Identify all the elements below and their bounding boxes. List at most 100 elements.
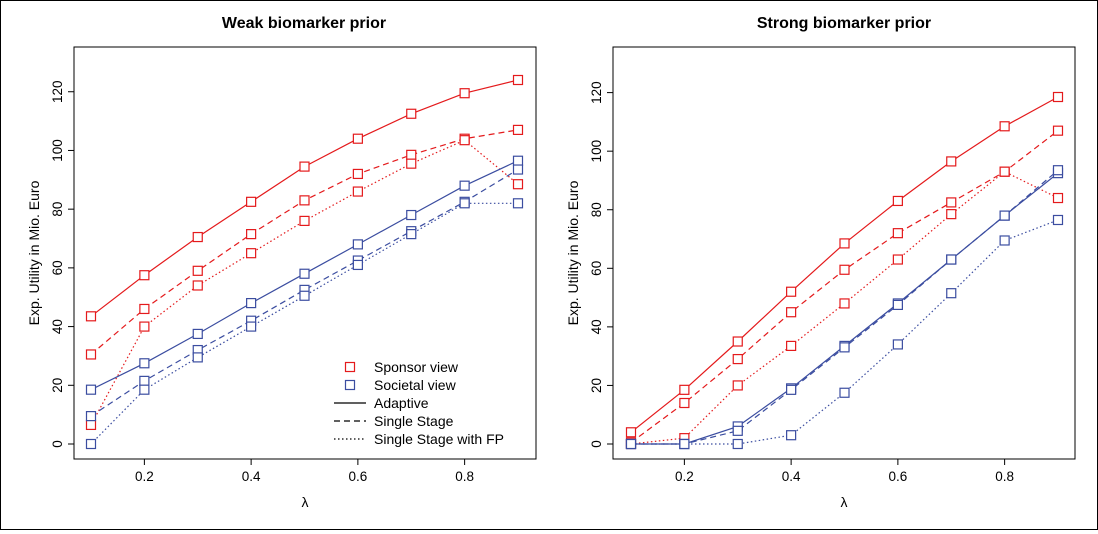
panel-left-series-sponsor-dashed-point — [299, 195, 310, 206]
panel-right-series-societal-solid-line — [631, 172, 1059, 445]
panel-left-series-sponsor-dashed-point — [352, 168, 363, 180]
panel-left-y-tick-label: 80 — [50, 202, 65, 217]
panel-left-series-sponsor-solid-point — [246, 196, 257, 207]
panel-right-series-societal-dotted-point — [999, 235, 1010, 246]
panel-left-series-societal-solid-point — [139, 358, 150, 369]
panel-left-series-societal-dotted-point — [406, 229, 417, 240]
panel-right-series-societal-dotted-point — [839, 387, 850, 398]
panel-right-series-sponsor-dashed-point — [732, 353, 743, 365]
panel-left-series-sponsor-solid-point — [406, 108, 417, 119]
panel-right-series-sponsor-dashed-point — [1052, 125, 1064, 136]
panel-left-series-sponsor-dashed-point — [192, 265, 203, 276]
panel-left-legend-marker-societal — [344, 379, 356, 391]
panel-right-series-sponsor-solid-point — [786, 286, 797, 297]
panel-left-x-axis-label: λ — [302, 494, 309, 510]
panel-left-y-tick-label: 0 — [50, 440, 65, 448]
panel-left-series-sponsor-solid-point — [192, 231, 203, 243]
panel-right-series-sponsor-solid-point — [732, 336, 743, 347]
panel-left-series-societal-dotted-point — [139, 384, 150, 395]
panel-right-series-societal-dotted-point — [946, 288, 957, 299]
panel-left-series-sponsor-dotted-point — [512, 179, 524, 190]
panel-left-x-tick-label: 0.8 — [455, 469, 474, 484]
panel-left-series-sponsor-solid-point — [512, 74, 524, 86]
panel-right-series-societal-dotted-point — [1052, 214, 1064, 226]
panel-left-series-societal-dashed-point — [139, 375, 150, 386]
panel-right-series-sponsor-solid-point — [839, 238, 850, 249]
panel-left-series-societal-dotted-point — [299, 290, 310, 301]
panel-left-x-tick-label: 0.2 — [135, 469, 154, 484]
panel-right-series-societal-dotted-line — [631, 219, 1059, 445]
panel-left-series-sponsor-dotted-point — [299, 215, 310, 227]
panel-left-series-societal-dashed-point — [85, 411, 97, 422]
panel-left-series-societal-solid-point — [406, 209, 417, 221]
panel-right-series-societal-dashed-point — [999, 210, 1010, 221]
panel-left-series-sponsor-dashed-point — [85, 349, 97, 360]
panel-right-series-sponsor-solid-point — [946, 156, 957, 167]
panel-right-x-tick-label: 0.2 — [675, 469, 694, 484]
panel-left-series-sponsor-solid-point — [85, 311, 97, 322]
panel-right-series-societal-dotted-point — [786, 430, 797, 441]
panel-right-series-sponsor-dotted-point — [786, 340, 797, 352]
panel-left-legend-label: Single Stage — [374, 413, 454, 429]
panel-left-y-axis-label: Exp. Utility in Mio. Euro — [26, 180, 42, 325]
panel-left-series-societal-solid-point — [299, 268, 310, 279]
panel-left-series-sponsor-dashed-point — [246, 229, 257, 240]
panel-right-y-tick-label: 80 — [589, 202, 604, 217]
panel-left-series-societal-dotted-point — [459, 198, 470, 209]
panel-left-y-tick-label: 120 — [50, 80, 65, 103]
panel-right-series-sponsor-dotted-point — [946, 209, 957, 220]
panel-left-series-sponsor-dotted-point — [352, 186, 363, 197]
panel-left-series-sponsor-dashed-point — [139, 303, 150, 315]
panel-left-legend-marker-sponsor — [344, 361, 356, 373]
panel-right-series-sponsor-solid-point — [679, 384, 690, 395]
panel-left-legend-label: Societal view — [374, 377, 457, 393]
panel-right-series-societal-dashed-point — [892, 299, 903, 311]
panel-left-series-sponsor-dotted-point — [139, 321, 150, 332]
panel-left-y-tick-label: 100 — [50, 139, 65, 162]
panel-left-series-societal-dotted-point — [352, 259, 363, 271]
panel-left-series-sponsor-solid-point — [459, 88, 470, 99]
panel-left-series-sponsor-dashed-point — [512, 124, 524, 136]
panel-left-series-sponsor-dotted-point — [246, 248, 257, 259]
panel-right-title: Strong biomarker prior — [757, 15, 931, 32]
panel-left-series-sponsor-dotted-point — [192, 280, 203, 291]
panel-right-plot-frame — [612, 46, 1076, 460]
panel-right-series-sponsor-dotted-point — [1052, 192, 1064, 204]
panel-left-title: Weak biomarker prior — [222, 15, 386, 32]
panel-left-series-societal-solid-point — [246, 297, 257, 309]
panel-left-series-societal-dotted-point — [192, 352, 203, 363]
panel-right-y-tick-label: 120 — [589, 81, 604, 104]
panel-left-series-societal-solid-point — [85, 384, 97, 395]
panel-left-series-sponsor-solid-point — [299, 161, 310, 172]
panel-left-legend-label: Single Stage with FP — [374, 431, 504, 447]
panel-right-y-tick-label: 0 — [589, 440, 604, 448]
panel-right-series-societal-dashed-point — [1052, 165, 1064, 176]
panel-right-y-tick-label: 100 — [589, 140, 604, 163]
panel-right-series-sponsor-dotted-point — [839, 298, 850, 309]
panel-left-series-societal-solid-point — [192, 328, 203, 340]
panel-left-y-tick-label: 20 — [50, 378, 65, 393]
panel-left-series-sponsor-solid-point — [352, 133, 363, 144]
panel-right-y-axis-label: Exp. Utility in Mio. Euro — [565, 180, 581, 325]
panel-right-series-societal-dashed-point — [946, 254, 957, 265]
panel-left-y-tick-label: 60 — [50, 260, 65, 275]
panel-right-series-societal-dashed-point — [732, 425, 743, 436]
panel-left-series-sponsor-solid-point — [139, 270, 150, 281]
panel-right-y-tick-label: 20 — [589, 378, 604, 393]
panel-left-series-societal-dotted-point — [246, 321, 257, 332]
panel-left-x-tick-label: 0.4 — [242, 469, 261, 484]
panel-right-series-sponsor-solid-line — [630, 96, 1059, 433]
panel-right-x-tick-label: 0.6 — [888, 469, 907, 484]
panel-right-series-sponsor-dashed-point — [839, 264, 850, 275]
panel-right-x-tick-label: 0.4 — [782, 469, 801, 484]
panel-left-legend-label: Sponsor view — [374, 359, 459, 375]
panel-left-series-sponsor-dotted-point — [459, 135, 470, 146]
panel-left-series-societal-dotted-point — [85, 438, 97, 450]
panel-right-series-sponsor-dotted-point — [732, 380, 743, 391]
panel-right-series-sponsor-dotted-point — [999, 166, 1010, 177]
panel-left-series-societal-dashed-line — [90, 168, 519, 417]
panel-left-series-societal-dotted-point — [512, 198, 524, 209]
panel-left-series-societal-dotted-line — [90, 202, 518, 445]
